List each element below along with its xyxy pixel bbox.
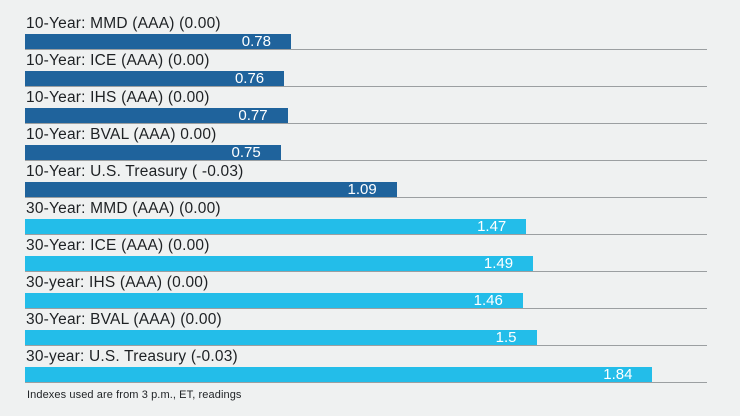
bar-track: 1.09 bbox=[25, 182, 707, 198]
baseline bbox=[25, 345, 707, 346]
bar-track: 0.75 bbox=[25, 145, 707, 161]
bar-value-label: 0.78 bbox=[241, 33, 271, 50]
bar-label: 30-year: U.S. Treasury (-0.03) bbox=[26, 348, 238, 365]
bar-label: 10-Year: BVAL (AAA) 0.00) bbox=[26, 126, 217, 143]
bar-track: 1.49 bbox=[25, 256, 707, 272]
bar-label: 10-Year: ICE (AAA) (0.00) bbox=[26, 52, 210, 69]
bar-label: 10-Year: U.S. Treasury ( -0.03) bbox=[26, 163, 244, 180]
bar-rows: 10-Year: MMD (AAA) (0.00) 0.78 10-Year: IC… bbox=[25, 13, 715, 383]
bar-value-label: 1.49 bbox=[483, 255, 514, 272]
bar-row: 30-year: IHS (AAA) (0.00) 1.46 bbox=[25, 272, 707, 309]
bar-row: 30-Year: ICE (AAA) (0.00) 1.49 bbox=[25, 235, 707, 272]
yield-bar-chart: 10-Year: MMD (AAA) (0.00) 0.78 10-Year: IC… bbox=[25, 13, 715, 401]
bar-track: 0.77 bbox=[25, 108, 707, 124]
bar-label: 30-Year: MMD (AAA) (0.00) bbox=[26, 200, 221, 217]
baseline bbox=[25, 234, 707, 235]
baseline bbox=[25, 123, 707, 124]
bar-track: 1.47 bbox=[25, 219, 707, 235]
bar: 1.46 bbox=[25, 293, 523, 308]
bar: 1.84 bbox=[25, 366, 653, 383]
bar-track: 1.5 bbox=[25, 330, 707, 346]
bar-row: 30-Year: BVAL (AAA) (0.00) 1.5 bbox=[25, 309, 707, 346]
baseline bbox=[25, 86, 707, 87]
baseline bbox=[25, 382, 707, 383]
bar: 0.77 bbox=[25, 108, 288, 123]
bar-row: 30-year: U.S. Treasury (-0.03) 1.84 bbox=[25, 346, 707, 383]
chart-footnote: Indexes used are from 3 p.m., ET, readin… bbox=[27, 389, 242, 401]
bar-track: 0.78 bbox=[25, 34, 707, 50]
bar-label: 10-Year: IHS (AAA) (0.00) bbox=[26, 89, 210, 106]
bar: 1.49 bbox=[25, 255, 534, 272]
bar-label: 10-Year: MMD (AAA) (0.00) bbox=[26, 15, 221, 32]
bar-value-label: 0.77 bbox=[238, 107, 268, 124]
bar-track: 0.76 bbox=[25, 71, 707, 87]
bar-row: 10-Year: ICE (AAA) (0.00) 0.76 bbox=[25, 50, 707, 87]
bar-row: 10-Year: IHS (AAA) (0.00) 0.77 bbox=[25, 87, 707, 124]
bar-value-label: 1.5 bbox=[495, 329, 517, 346]
bar-label: 30-Year: BVAL (AAA) (0.00) bbox=[26, 311, 222, 328]
bar-row: 10-Year: BVAL (AAA) 0.00) 0.75 bbox=[25, 124, 707, 161]
baseline bbox=[25, 271, 707, 272]
bar-row: 10-Year: U.S. Treasury ( -0.03) 1.09 bbox=[25, 161, 707, 198]
bar-value-label: 1.46 bbox=[473, 292, 503, 309]
bar-value-label: 1.09 bbox=[347, 181, 377, 198]
bar: 1.5 bbox=[25, 330, 537, 345]
bar-row: 30-Year: MMD (AAA) (0.00) 1.47 bbox=[25, 198, 707, 235]
baseline bbox=[25, 160, 707, 161]
baseline bbox=[25, 197, 707, 198]
bar-label: 30-year: IHS (AAA) (0.00) bbox=[26, 274, 209, 291]
bar: 0.75 bbox=[25, 145, 281, 160]
bar: 0.78 bbox=[25, 34, 291, 49]
bar: 1.09 bbox=[25, 182, 397, 197]
bar-value-label: 0.76 bbox=[234, 70, 265, 87]
baseline bbox=[25, 49, 707, 50]
bar-value-label: 0.75 bbox=[231, 144, 261, 161]
bar: 1.47 bbox=[25, 218, 527, 235]
bar-track: 1.84 bbox=[25, 367, 707, 383]
bar-row: 10-Year: MMD (AAA) (0.00) 0.78 bbox=[25, 13, 707, 50]
bar-track: 1.46 bbox=[25, 293, 707, 309]
bar: 0.76 bbox=[25, 70, 285, 87]
bar-value-label: 1.84 bbox=[603, 366, 633, 383]
bar-label: 30-Year: ICE (AAA) (0.00) bbox=[26, 237, 210, 254]
bar-value-label: 1.47 bbox=[477, 218, 507, 235]
baseline bbox=[25, 308, 707, 309]
